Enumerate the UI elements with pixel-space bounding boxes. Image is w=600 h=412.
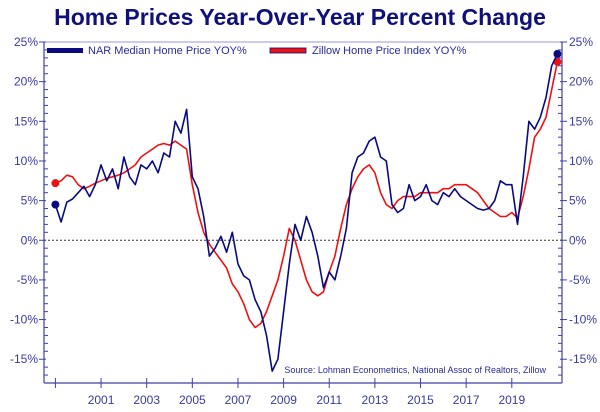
series-line-nar [54, 53, 559, 372]
x-tick-label: 2015 [407, 393, 434, 407]
x-tick-label: 2005 [179, 393, 206, 407]
left-y-tick-label: 20% [14, 75, 38, 89]
left-y-tick-label: 25% [14, 35, 38, 49]
right-y-tick-label: -15% [569, 352, 597, 366]
right-y-tick-label: 10% [569, 154, 593, 168]
x-tick-label: 2009 [270, 393, 297, 407]
x-tick-label: 2001 [88, 393, 115, 407]
legend-swatch-zillow [269, 47, 307, 54]
right-y-tick-label: 15% [569, 114, 593, 128]
series-group [51, 49, 562, 372]
x-tick-label: 2003 [133, 393, 160, 407]
series-start-marker-zillow [51, 179, 60, 188]
series-end-marker-nar [553, 49, 562, 58]
legend-label-nar: NAR Median Home Price YOY% [88, 45, 247, 57]
chart-title: Home Prices Year-Over-Year Percent Chang… [54, 4, 546, 30]
right-y-tick-label: -5% [569, 273, 591, 287]
right-y-tick-label: 0% [569, 233, 587, 247]
left-y-tick-label: -5% [17, 273, 39, 287]
left-y-tick-label: -10% [10, 313, 38, 327]
right-y-tick-label: 25% [569, 35, 593, 49]
series-start-marker-nar [51, 200, 60, 209]
series-line-zillow [55, 61, 559, 329]
x-tick-label: 2013 [362, 393, 389, 407]
legend-swatch-nar [47, 48, 83, 53]
axes-group: 25% 25% 20% 20% 15% 15% 10% 10% 5% 5% 0% 0% -5% -5% -1… [10, 35, 597, 407]
x-tick-label: 2007 [225, 393, 252, 407]
left-y-tick-label: 15% [14, 114, 38, 128]
left-y-tick-label: 10% [14, 154, 38, 168]
x-tick-label: 2017 [453, 393, 480, 407]
x-tick-label: 2019 [498, 393, 525, 407]
left-y-tick-label: 5% [21, 194, 39, 208]
legend: NAR Median Home Price YOY% Zillow Home Pr… [47, 45, 467, 57]
left-y-tick-label: -15% [10, 352, 38, 366]
legend-label-zillow: Zillow Home Price Index YOY% [312, 45, 467, 57]
source-annotation: Source: Lohman Econometrics, National As… [284, 365, 546, 375]
left-y-tick-label: 0% [21, 233, 39, 247]
right-y-tick-label: 5% [569, 194, 587, 208]
x-tick-label: 2011 [316, 393, 342, 407]
right-y-tick-label: 20% [569, 75, 593, 89]
right-y-tick-label: -10% [569, 313, 597, 327]
